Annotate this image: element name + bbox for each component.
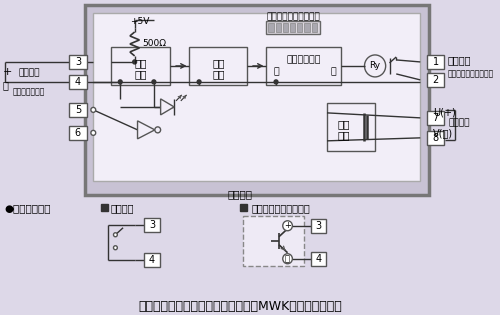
Circle shape xyxy=(118,80,122,84)
Text: 回路: 回路 xyxy=(337,130,349,140)
Bar xyxy=(69,103,86,117)
Bar xyxy=(190,47,247,85)
Bar xyxy=(69,55,86,69)
Bar xyxy=(427,111,444,125)
Circle shape xyxy=(197,80,201,84)
Text: +: + xyxy=(284,221,291,230)
Circle shape xyxy=(283,221,292,231)
Bar xyxy=(268,23,274,32)
Bar xyxy=(304,23,310,32)
Text: －: － xyxy=(285,254,290,263)
Text: Ry: Ry xyxy=(370,61,380,71)
Text: V(－): V(－) xyxy=(433,128,453,138)
Bar xyxy=(297,23,302,32)
Text: 単位時間設定スイッチ: 単位時間設定スイッチ xyxy=(266,13,320,21)
Text: 電源: 電源 xyxy=(337,119,349,129)
Circle shape xyxy=(274,80,278,84)
Text: 3: 3 xyxy=(316,221,322,231)
Text: ●入力部接続例: ●入力部接続例 xyxy=(5,203,52,213)
Text: 4: 4 xyxy=(149,255,155,265)
Text: 3: 3 xyxy=(149,220,155,230)
Circle shape xyxy=(114,246,117,250)
Polygon shape xyxy=(160,99,174,115)
Bar xyxy=(310,219,326,233)
Bar xyxy=(290,23,296,32)
Text: ソケット: ソケット xyxy=(228,189,253,199)
Text: 接点入力: 接点入力 xyxy=(110,203,134,213)
Text: 7: 7 xyxy=(432,113,439,123)
Bar xyxy=(310,252,326,266)
Bar xyxy=(94,13,420,181)
Text: 回: 回 xyxy=(273,67,279,77)
Bar xyxy=(101,204,107,211)
Text: 供給電源: 供給電源 xyxy=(448,118,469,127)
Bar xyxy=(144,253,160,267)
Bar xyxy=(144,218,160,232)
Text: 出力信号: 出力信号 xyxy=(447,55,470,65)
Polygon shape xyxy=(138,121,155,139)
Bar xyxy=(244,216,304,266)
Bar xyxy=(69,126,86,140)
Bar xyxy=(240,204,247,211)
Circle shape xyxy=(283,254,292,264)
Circle shape xyxy=(91,107,96,112)
Circle shape xyxy=(152,80,156,84)
Text: （稼働中）信号: （稼働中）信号 xyxy=(12,87,45,96)
Bar xyxy=(266,47,342,85)
Text: 8: 8 xyxy=(432,133,438,143)
Text: 分周: 分周 xyxy=(212,58,224,68)
Bar xyxy=(427,55,444,69)
Bar xyxy=(110,47,170,85)
Text: +5V: +5V xyxy=(130,17,149,26)
Text: 500Ω: 500Ω xyxy=(142,39,167,49)
Bar xyxy=(283,23,288,32)
Text: U(+): U(+) xyxy=(433,108,456,118)
Bar xyxy=(427,73,444,87)
Text: 4: 4 xyxy=(316,254,322,264)
Text: ワンショット: ワンショット xyxy=(286,55,321,65)
Bar xyxy=(266,21,320,34)
Text: 4: 4 xyxy=(75,77,81,87)
Text: 1: 1 xyxy=(432,57,438,67)
Text: －: － xyxy=(3,80,9,90)
Text: 5: 5 xyxy=(75,105,81,115)
Text: +: + xyxy=(3,67,13,77)
Text: 6: 6 xyxy=(75,128,81,138)
Text: 入力信号: 入力信号 xyxy=(18,68,40,77)
Circle shape xyxy=(132,60,136,64)
Circle shape xyxy=(91,130,96,135)
Text: 2: 2 xyxy=(432,75,439,85)
Text: （積算稼働時間信号）: （積算稼働時間信号） xyxy=(447,69,494,78)
Text: 回路: 回路 xyxy=(212,69,224,79)
Bar xyxy=(427,131,444,145)
Text: 3: 3 xyxy=(75,57,81,67)
Text: 路: 路 xyxy=(331,67,336,77)
Bar xyxy=(327,103,375,151)
Text: 図１　運転時間積算変換器（形式：MWK）のブロック図: 図１ 運転時間積算変換器（形式：MWK）のブロック図 xyxy=(138,300,342,313)
Text: オープンコレクタ入力: オープンコレクタ入力 xyxy=(251,203,310,213)
Circle shape xyxy=(155,127,160,133)
Bar xyxy=(312,23,317,32)
Circle shape xyxy=(364,55,386,77)
Circle shape xyxy=(114,233,117,237)
Bar xyxy=(69,75,86,89)
Text: 回路: 回路 xyxy=(134,69,146,79)
Bar xyxy=(84,5,429,195)
Text: 発振: 発振 xyxy=(134,58,146,68)
Bar xyxy=(276,23,281,32)
